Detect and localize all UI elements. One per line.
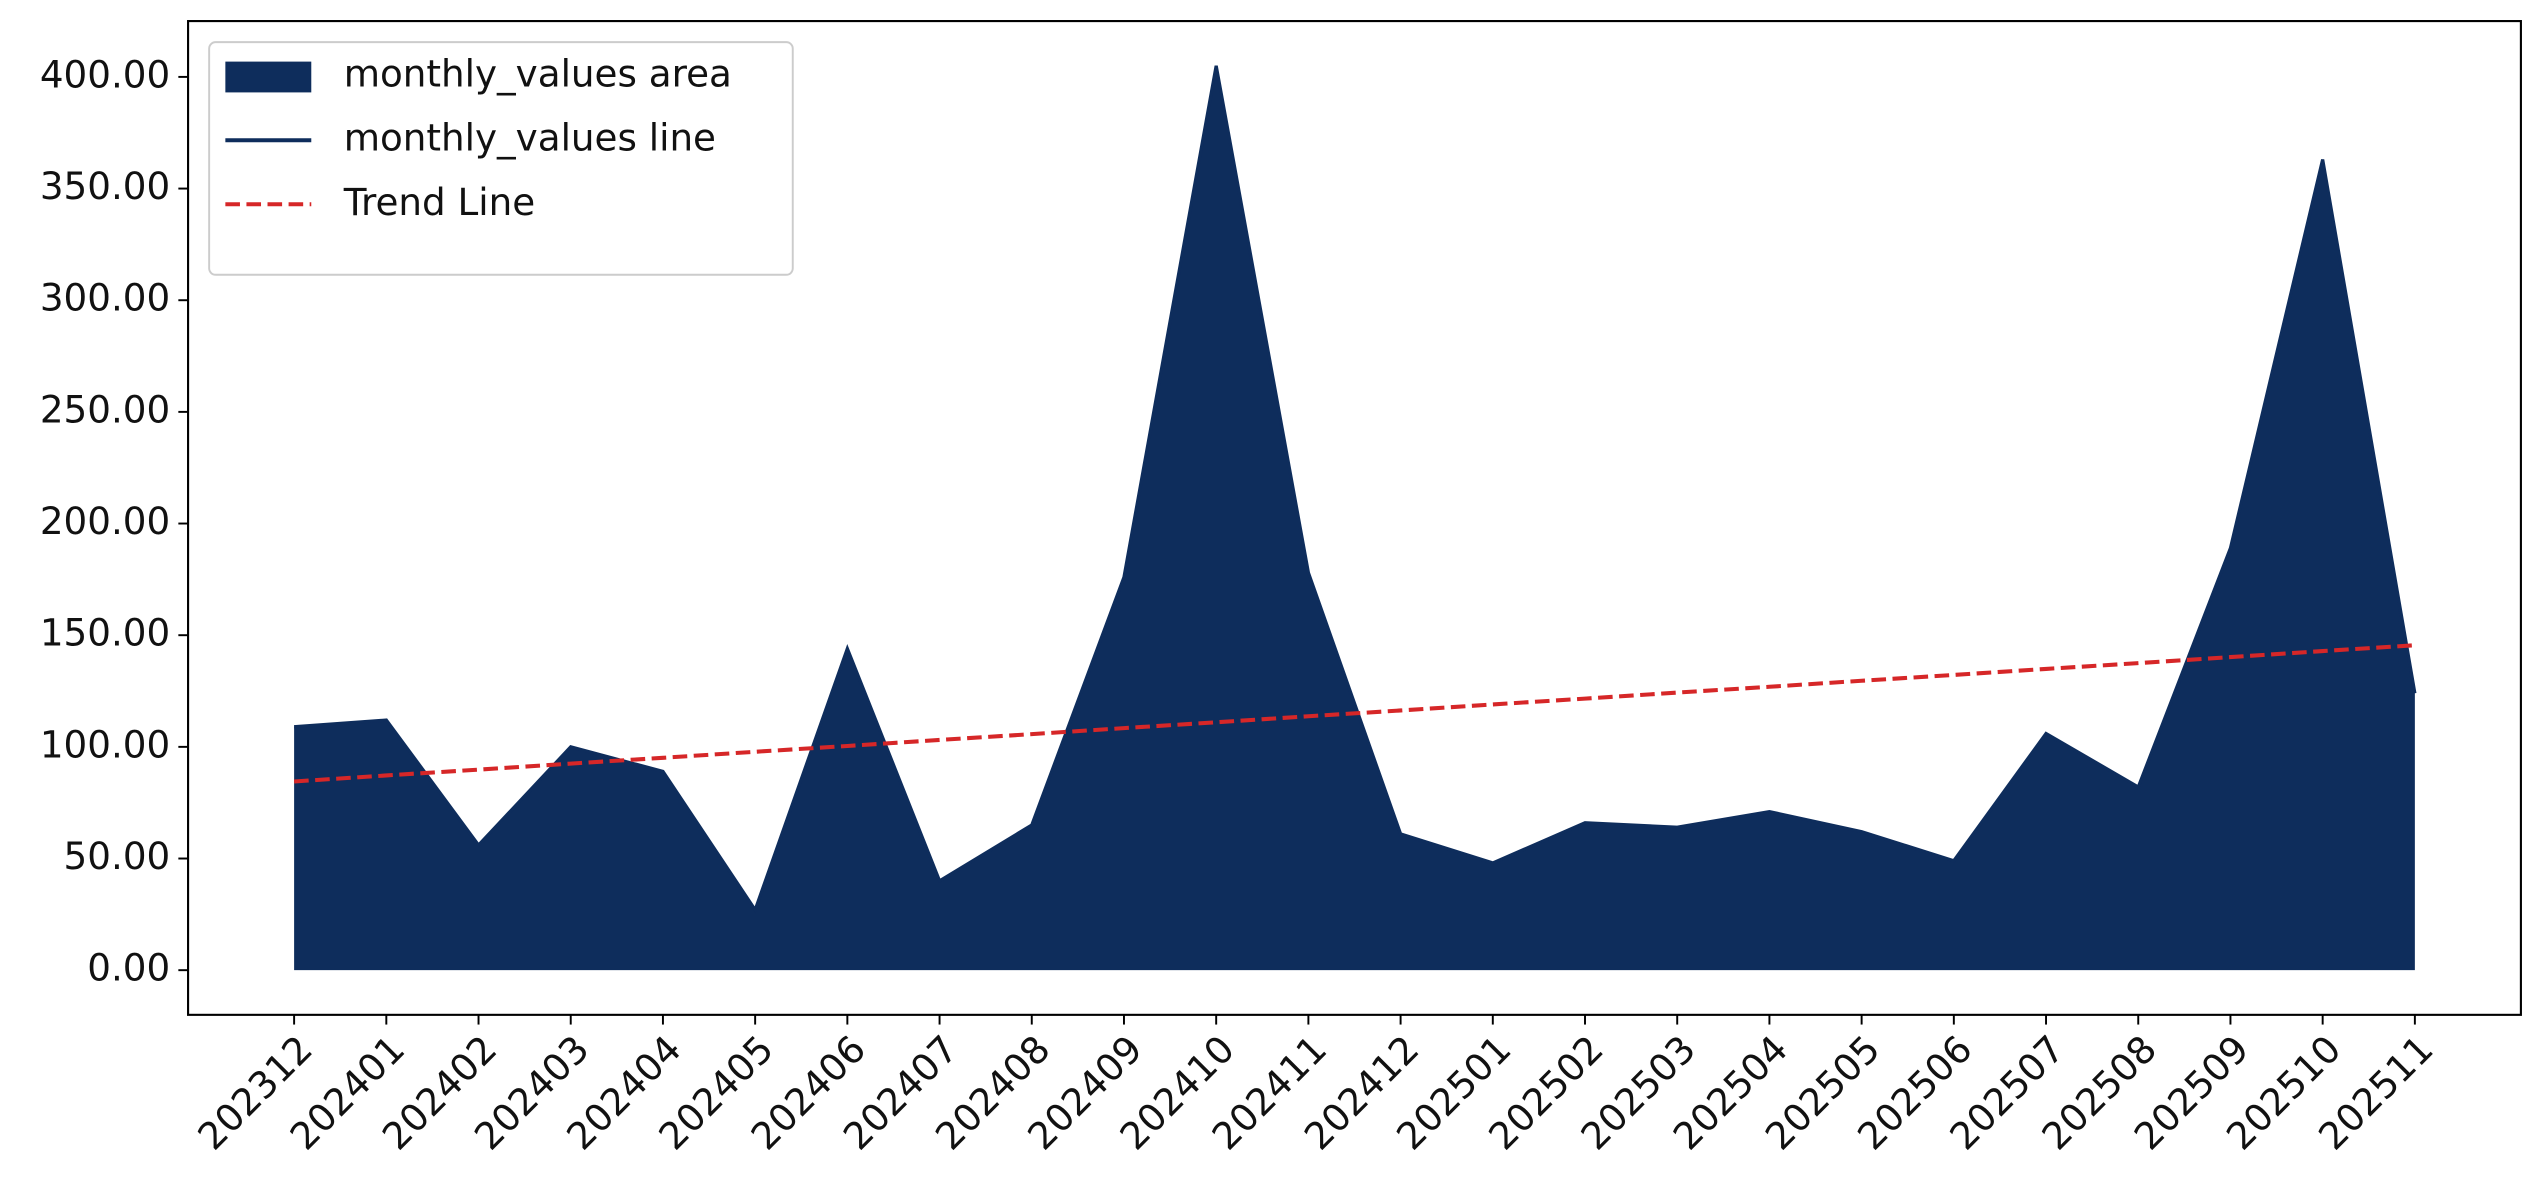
y-tick-label: 0.00 xyxy=(87,946,170,990)
legend-label: Trend Line xyxy=(343,180,536,224)
y-tick-label: 250.00 xyxy=(40,387,170,431)
legend-swatch xyxy=(225,61,312,93)
y-tick-label: 200.00 xyxy=(40,499,170,543)
y-tick-label: 150.00 xyxy=(40,611,170,655)
legend-label: monthly_values area xyxy=(344,52,732,96)
legend-box xyxy=(208,41,794,276)
area xyxy=(294,65,2415,971)
y-tick-label: 400.00 xyxy=(40,52,170,96)
y-tick-label: 350.00 xyxy=(40,164,170,208)
line xyxy=(293,65,2417,914)
y-tick-label: 300.00 xyxy=(40,276,170,320)
plot-frame xyxy=(187,20,2522,1016)
y-tick-label: 50.00 xyxy=(64,834,171,878)
y-tick-label: 100.00 xyxy=(40,722,170,766)
trend-line xyxy=(293,643,2415,784)
legend-label: monthly_values line xyxy=(344,116,716,160)
